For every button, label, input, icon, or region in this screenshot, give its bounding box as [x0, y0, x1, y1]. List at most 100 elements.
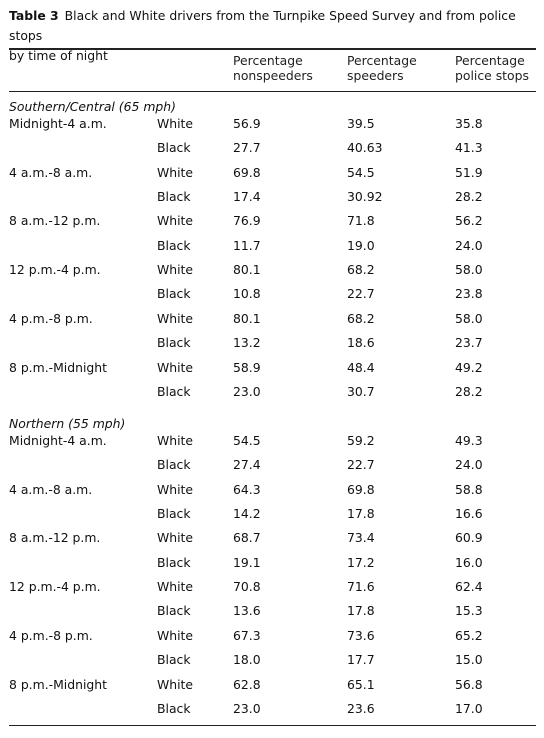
- table-row: 12 p.m.-4 p.m. White 80.1 68.2 58.0: [0, 260, 544, 280]
- race-cell: Black: [157, 603, 191, 619]
- header-speeders-line1: Percentage: [347, 53, 417, 68]
- header-speeders: Percentage speeders: [347, 53, 417, 83]
- police-stops-cell: 15.3: [455, 603, 483, 619]
- speeders-cell: 30.92: [347, 189, 383, 205]
- police-stops-cell: 24.0: [455, 457, 483, 473]
- speeders-cell: 59.2: [347, 433, 375, 448]
- speeders-cell: 22.7: [347, 286, 375, 302]
- table-row: Black 17.4 30.92 28.2: [0, 187, 544, 207]
- police-stops-cell: 56.2: [455, 213, 483, 229]
- police-stops-cell: 28.2: [455, 189, 483, 205]
- nonspeeders-cell: 68.7: [233, 530, 261, 546]
- race-cell: White: [157, 481, 194, 497]
- speeders-cell: 68.2: [347, 262, 375, 278]
- police-stops-cell: 65.2: [455, 627, 483, 643]
- time-period-cell: Midnight-4 a.m.: [9, 116, 107, 131]
- table-title-line2: by time of night: [9, 48, 108, 63]
- police-stops-cell: 49.2: [455, 359, 483, 375]
- table-title-line1: Black and White drivers from the Turnpik…: [9, 8, 516, 43]
- speeders-cell: 17.8: [347, 506, 375, 522]
- nonspeeders-cell: 18.0: [233, 652, 261, 668]
- speeders-cell: 39.5: [347, 116, 375, 131]
- speeders-cell: 17.7: [347, 652, 375, 668]
- table-row: 8 a.m.-12 p.m. White 76.9 71.8 56.2: [0, 211, 544, 231]
- nonspeeders-cell: 58.9: [233, 359, 261, 375]
- race-cell: Black: [157, 286, 191, 302]
- speeders-cell: 71.8: [347, 213, 375, 229]
- nonspeeders-cell: 13.6: [233, 603, 261, 619]
- table-row: 4 p.m.-8 p.m. White 67.3 73.6 65.2: [0, 626, 544, 646]
- table-caption: Table 3 Black and White drivers from the …: [9, 6, 537, 66]
- race-cell: White: [157, 433, 194, 448]
- table-row: Black 13.6 17.8 15.3: [0, 601, 544, 621]
- race-cell: Black: [157, 383, 191, 399]
- nonspeeders-cell: 23.0: [233, 700, 261, 716]
- race-cell: Black: [157, 506, 191, 522]
- nonspeeders-cell: 54.5: [233, 433, 261, 448]
- table-row: Black 14.2 17.8 16.6: [0, 504, 544, 524]
- time-period-cell: Midnight-4 a.m.: [9, 433, 107, 448]
- header-nonspeeders-line2: nonspeeders: [233, 68, 313, 83]
- header-police-line1: Percentage: [455, 53, 525, 68]
- table-row: Black 27.4 22.7 24.0: [0, 455, 544, 475]
- police-stops-cell: 62.4: [455, 579, 483, 595]
- speeders-cell: 30.7: [347, 383, 375, 399]
- table-row: 8 a.m.-12 p.m. White 68.7 73.4 60.9: [0, 528, 544, 548]
- time-period-cell: 8 p.m.-Midnight: [9, 359, 107, 375]
- table-row: Black 13.2 18.6 23.7: [0, 333, 544, 353]
- nonspeeders-cell: 67.3: [233, 627, 261, 643]
- nonspeeders-cell: 80.1: [233, 262, 261, 278]
- table-row: Midnight-4 a.m. White 54.5 59.2 49.3: [0, 431, 544, 451]
- race-cell: White: [157, 627, 194, 643]
- section-title: Southern/Central (65 mph): [9, 99, 176, 114]
- speeders-cell: 17.2: [347, 554, 375, 570]
- nonspeeders-cell: 64.3: [233, 481, 261, 497]
- table-row: Black 27.7 40.63 41.3: [0, 138, 544, 158]
- time-period-cell: 12 p.m.-4 p.m.: [9, 262, 101, 278]
- header-speeders-line2: speeders: [347, 68, 404, 83]
- top-rule: [9, 48, 536, 50]
- police-stops-cell: 60.9: [455, 530, 483, 546]
- race-cell: Black: [157, 700, 191, 716]
- nonspeeders-cell: 11.7: [233, 237, 261, 253]
- race-cell: White: [157, 262, 194, 278]
- police-stops-cell: 23.7: [455, 335, 483, 351]
- table-row: 8 p.m.-Midnight White 58.9 48.4 49.2: [0, 358, 544, 378]
- section-title: Northern (55 mph): [9, 416, 126, 431]
- race-cell: White: [157, 164, 194, 180]
- speeders-cell: 23.6: [347, 700, 375, 716]
- nonspeeders-cell: 10.8: [233, 286, 261, 302]
- race-cell: Black: [157, 335, 191, 351]
- speeders-cell: 22.7: [347, 457, 375, 473]
- table-row: 4 p.m.-8 p.m. White 80.1 68.2 58.0: [0, 309, 544, 329]
- speeders-cell: 40.63: [347, 140, 383, 156]
- time-period-cell: 4 p.m.-8 p.m.: [9, 627, 93, 643]
- speeders-cell: 71.6: [347, 579, 375, 595]
- nonspeeders-cell: 27.7: [233, 140, 261, 156]
- police-stops-cell: 51.9: [455, 164, 483, 180]
- speeders-cell: 68.2: [347, 310, 375, 326]
- police-stops-cell: 35.8: [455, 116, 483, 131]
- table-row: Black 11.7 19.0 24.0: [0, 236, 544, 256]
- time-period-cell: 8 a.m.-12 p.m.: [9, 530, 101, 546]
- race-cell: White: [157, 213, 194, 229]
- header-police-stops: Percentage police stops: [455, 53, 529, 83]
- speeders-cell: 18.6: [347, 335, 375, 351]
- nonspeeders-cell: 14.2: [233, 506, 261, 522]
- race-cell: White: [157, 359, 194, 375]
- header-nonspeeders: Percentage nonspeeders: [233, 53, 313, 83]
- police-stops-cell: 58.0: [455, 262, 483, 278]
- speeders-cell: 73.4: [347, 530, 375, 546]
- police-stops-cell: 41.3: [455, 140, 483, 156]
- police-stops-cell: 58.0: [455, 310, 483, 326]
- table-row: Midnight-4 a.m. White 56.9 39.5 35.8: [0, 114, 544, 134]
- nonspeeders-cell: 17.4: [233, 189, 261, 205]
- nonspeeders-cell: 13.2: [233, 335, 261, 351]
- nonspeeders-cell: 70.8: [233, 579, 261, 595]
- speeders-cell: 17.8: [347, 603, 375, 619]
- police-stops-cell: 23.8: [455, 286, 483, 302]
- police-stops-cell: 16.6: [455, 506, 483, 522]
- time-period-cell: 8 p.m.-Midnight: [9, 676, 107, 692]
- table-row: Black 19.1 17.2 16.0: [0, 553, 544, 573]
- nonspeeders-cell: 80.1: [233, 310, 261, 326]
